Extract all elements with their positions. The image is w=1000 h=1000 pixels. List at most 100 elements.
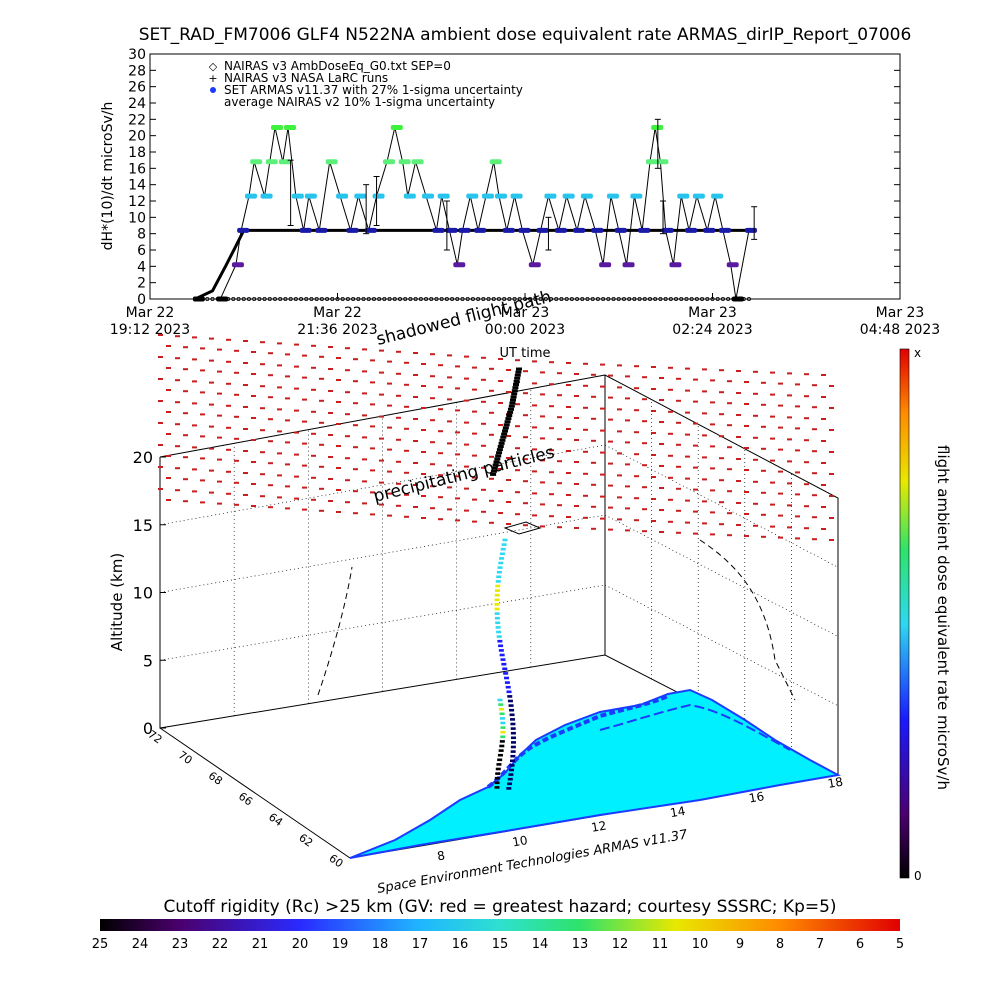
flight-path-point-high (513, 383, 519, 386)
grid-line (159, 514, 606, 593)
flight-path-point-high (511, 392, 518, 396)
armas-point (718, 227, 731, 233)
grid-lines (159, 374, 839, 751)
dose-colorbar (899, 348, 910, 879)
flight-path-point-high (493, 460, 500, 464)
flight-path-point (496, 635, 502, 638)
nairas-zero-point (267, 296, 272, 301)
x-tick-time: 19:12 2023 (110, 322, 190, 338)
flight-path-point (505, 685, 511, 689)
flight-path-point-high (502, 429, 508, 433)
nairas-zero-point (397, 296, 402, 301)
nairas-zero-point (580, 296, 585, 301)
nairas-zero-point (616, 296, 621, 301)
flight-path-point-low (498, 707, 504, 711)
nairas-zero-point (746, 296, 751, 301)
flight-path-point-low (494, 781, 500, 785)
rigidity-tick-label: 25 (92, 937, 109, 952)
nairas-zero-point (257, 296, 262, 301)
flight-path-point (510, 759, 516, 763)
y-tick-label: 24 (128, 96, 146, 112)
flight-path-point (494, 603, 500, 606)
flight-path-point (495, 626, 501, 629)
nairas-zero-point (710, 296, 715, 301)
nairas-zero-point (491, 296, 496, 301)
x-tick-date: Mar 22 (313, 305, 362, 321)
rigidity-tick-label: 20 (292, 937, 309, 952)
flight-path-point (507, 699, 513, 703)
flight-path-point (502, 538, 508, 542)
flight-path-point-low (500, 726, 506, 729)
flight-path-point-low (500, 730, 506, 734)
nairas-zero-point (507, 296, 512, 301)
colorbar-top-label: x (914, 346, 921, 360)
flight-path-point (509, 708, 515, 712)
nairas-zero-point (246, 296, 251, 301)
armas-point (703, 227, 716, 233)
nairas-zero-point (637, 296, 642, 301)
y-tick-label: 4 (137, 259, 146, 275)
longitude-ticks: 8 10 12 14 16 18 (436, 775, 844, 864)
nairas-zero-point (460, 296, 465, 301)
rigidity-tick-label: 11 (652, 937, 669, 952)
flight-path-point-high (496, 451, 503, 455)
nairas-zero-point (231, 296, 236, 301)
flight-path-point-high (497, 445, 504, 448)
flight-path-point-high (516, 367, 522, 371)
nairas-zero-point (241, 296, 246, 301)
flight-path-point-high (498, 441, 505, 445)
legend-label: NAIRAS v3 NASA LaRC runs (224, 71, 388, 85)
rigidity-tick-label: 6 (856, 937, 864, 952)
flight-path-point-high (490, 472, 497, 476)
nairas-zero-point (590, 296, 595, 301)
y-tick-label: 12 (128, 194, 146, 210)
flight-path-point (497, 566, 503, 569)
armas-point (599, 262, 612, 268)
nairas-zero-point (533, 296, 538, 301)
flight-path-point (509, 768, 515, 772)
nairas-zero-point (314, 296, 319, 301)
nairas-zero-point (559, 296, 564, 301)
flight-path-point-high (510, 395, 517, 399)
armas-point (244, 193, 257, 199)
flight-path-point-low (495, 772, 501, 775)
y-tick-label: 10 (128, 210, 146, 226)
armas-point (237, 227, 250, 233)
armas-point (216, 296, 229, 302)
flight-path-point (504, 676, 510, 680)
grid-line (159, 584, 606, 661)
flight-path-point-low (498, 703, 504, 706)
flight-path-point (501, 543, 507, 546)
flight-path-point-high (515, 370, 522, 374)
y-tick-label: 14 (128, 178, 146, 194)
flight-path-point (510, 731, 516, 735)
flight-path-point-high (494, 457, 501, 461)
nairas-zero-point (377, 296, 382, 301)
nairas-zero-point (288, 296, 293, 301)
flight-path-point (499, 653, 505, 657)
nairas-zero-point (366, 296, 371, 301)
nairas-zero-point (569, 296, 574, 301)
flight-path-point (510, 727, 516, 730)
nairas-zero-point (523, 296, 528, 301)
flight-path-point-high (505, 417, 512, 421)
armas-point (630, 193, 643, 199)
flight-path-point (494, 616, 500, 620)
rigidity-tick-label: 17 (412, 937, 429, 952)
altitude-axis-label: Altitude (km) (108, 553, 126, 651)
latitude-tick-label: 62 (296, 831, 315, 850)
nairas-zero-point (632, 296, 637, 301)
nairas-zero-point (361, 296, 366, 301)
nairas-zero-point (236, 296, 241, 301)
flight-path-point-low (497, 698, 503, 702)
flight-path-point-low (494, 776, 500, 780)
y-tick-label: 22 (128, 112, 146, 128)
x-tick-time: 00:00 2023 (485, 322, 565, 338)
flight-path-point (510, 722, 516, 726)
flight-path-point-low (499, 744, 505, 748)
y-tick-label: 0 (137, 292, 146, 308)
nairas-zero-point (543, 296, 548, 301)
nairas-zero-point (330, 296, 335, 301)
